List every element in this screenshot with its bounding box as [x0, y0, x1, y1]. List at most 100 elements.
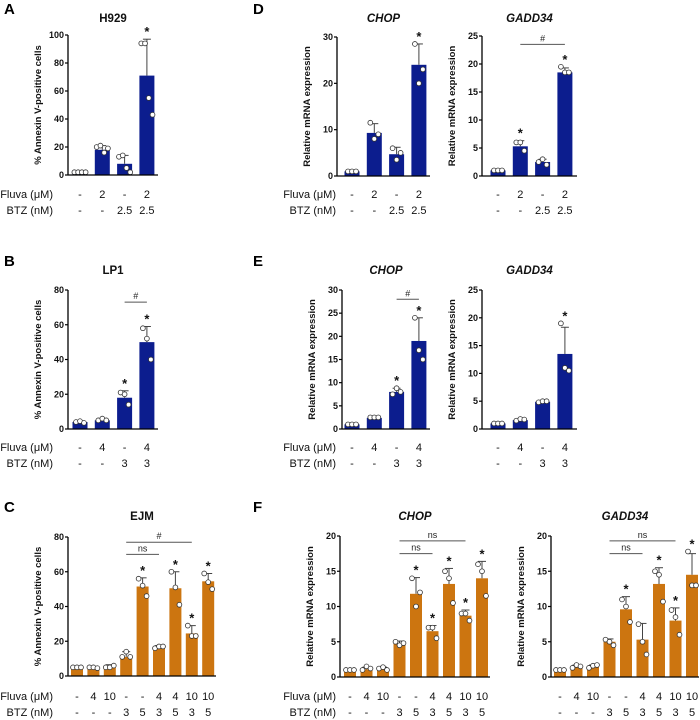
fluva-dose: - [414, 691, 418, 703]
bar [389, 391, 405, 429]
fluva-dose: 4 [446, 691, 452, 703]
fluva-row-header: Fluva (μM) [0, 189, 53, 201]
data-point [111, 662, 117, 669]
y-tick-label: 0 [333, 424, 338, 434]
y-tick-label: 100 [49, 30, 64, 40]
y-tick-label: 10 [537, 602, 547, 612]
data-point [416, 80, 422, 87]
data-point [639, 638, 646, 645]
data-point [123, 165, 130, 171]
fluva-dose: 4 [90, 691, 96, 703]
y-tick-label: 5 [542, 637, 547, 647]
btz-dose: - [372, 205, 376, 217]
data-point [97, 142, 104, 149]
btz-dose: 5 [446, 707, 452, 719]
btz-dose: 3 [156, 707, 162, 719]
y-tick-label: 20 [54, 636, 64, 646]
data-point [145, 95, 152, 101]
bar [94, 420, 110, 429]
significance-star: * [144, 311, 150, 326]
btz-dose: 3 [429, 707, 435, 719]
y-tick-label: 60 [54, 86, 64, 96]
fluva-dose: 4 [429, 691, 435, 703]
y-tick-label: 25 [468, 285, 478, 295]
btz-dose: - [100, 458, 104, 470]
btz-dose: - [92, 707, 96, 719]
significance-star: * [140, 563, 146, 578]
y-tick-label: 0 [473, 424, 478, 434]
data-point [676, 631, 683, 638]
y-tick-label: 15 [328, 355, 338, 365]
data-point [521, 148, 528, 154]
y-axis-label: Relative mRNA expression [447, 46, 458, 167]
fluva-dose: - [124, 691, 128, 703]
data-point [566, 69, 572, 76]
data-point [393, 385, 400, 392]
btz-dose: 5 [140, 707, 146, 719]
btz-dose: - [348, 707, 352, 719]
fluva-dose: 10 [587, 691, 599, 703]
y-tick-label: 40 [54, 114, 64, 124]
y-tick-label: 0 [542, 672, 547, 682]
btz-dose: - [518, 205, 522, 217]
y-axis-label: Relative mRNA expression [307, 299, 318, 420]
data-point [623, 603, 629, 610]
data-point [160, 643, 166, 650]
data-point [420, 356, 426, 363]
data-point [119, 152, 126, 159]
data-point [78, 664, 84, 671]
data-point [82, 169, 89, 176]
fluva-dose: 4 [562, 442, 568, 454]
fluva-dose: 4 [517, 442, 523, 454]
data-point [543, 398, 550, 405]
fluva-dose: - [624, 691, 628, 703]
fluva-dose: 2 [562, 189, 568, 201]
bar [669, 620, 682, 677]
fluva-dose: - [541, 189, 545, 201]
data-point [375, 131, 382, 138]
y-tick-label: 0 [473, 171, 478, 181]
panel-letter: F [253, 499, 262, 516]
fluva-dose: 10 [377, 691, 389, 703]
fluva-dose: 4 [656, 691, 662, 703]
y-tick-label: 20 [326, 531, 336, 541]
data-point [392, 638, 399, 645]
y-tick-label: 15 [326, 566, 336, 576]
data-point [367, 665, 374, 672]
bar [136, 586, 149, 676]
chart-title: GADD34 [602, 511, 649, 523]
data-point [140, 325, 146, 332]
btz-row-header: BTZ (nM) [290, 205, 336, 217]
data-point [127, 169, 134, 176]
significance-star: * [144, 24, 150, 39]
y-tick-label: 40 [54, 602, 64, 612]
y-axis-label: % Annexin V-positive cells [33, 547, 44, 667]
data-point [389, 391, 396, 398]
significance-star: * [562, 52, 568, 67]
y-tick-label: 25 [328, 308, 338, 318]
bar [459, 615, 472, 677]
data-point [420, 66, 426, 73]
chart-title: CHOP [367, 13, 401, 25]
data-point [101, 149, 107, 156]
data-point [205, 579, 212, 585]
data-point [119, 654, 125, 660]
y-tick-label: 5 [333, 401, 338, 411]
data-point [353, 421, 359, 428]
btz-dose: - [350, 205, 354, 217]
significance-star: * [430, 611, 436, 626]
fluva-dose: 10 [104, 691, 116, 703]
y-tick-label: 60 [54, 320, 64, 330]
data-point [566, 367, 572, 374]
fluva-dose: - [348, 691, 352, 703]
significance-star: * [416, 303, 422, 318]
bar [411, 64, 427, 176]
fluva-dose: 10 [202, 691, 214, 703]
btz-dose: - [372, 458, 376, 470]
fluva-dose: - [398, 691, 402, 703]
fluva-row-header: Fluva (μM) [283, 691, 336, 703]
fluva-dose: 4 [639, 691, 645, 703]
significance-star: * [689, 537, 695, 552]
data-point [384, 667, 390, 673]
